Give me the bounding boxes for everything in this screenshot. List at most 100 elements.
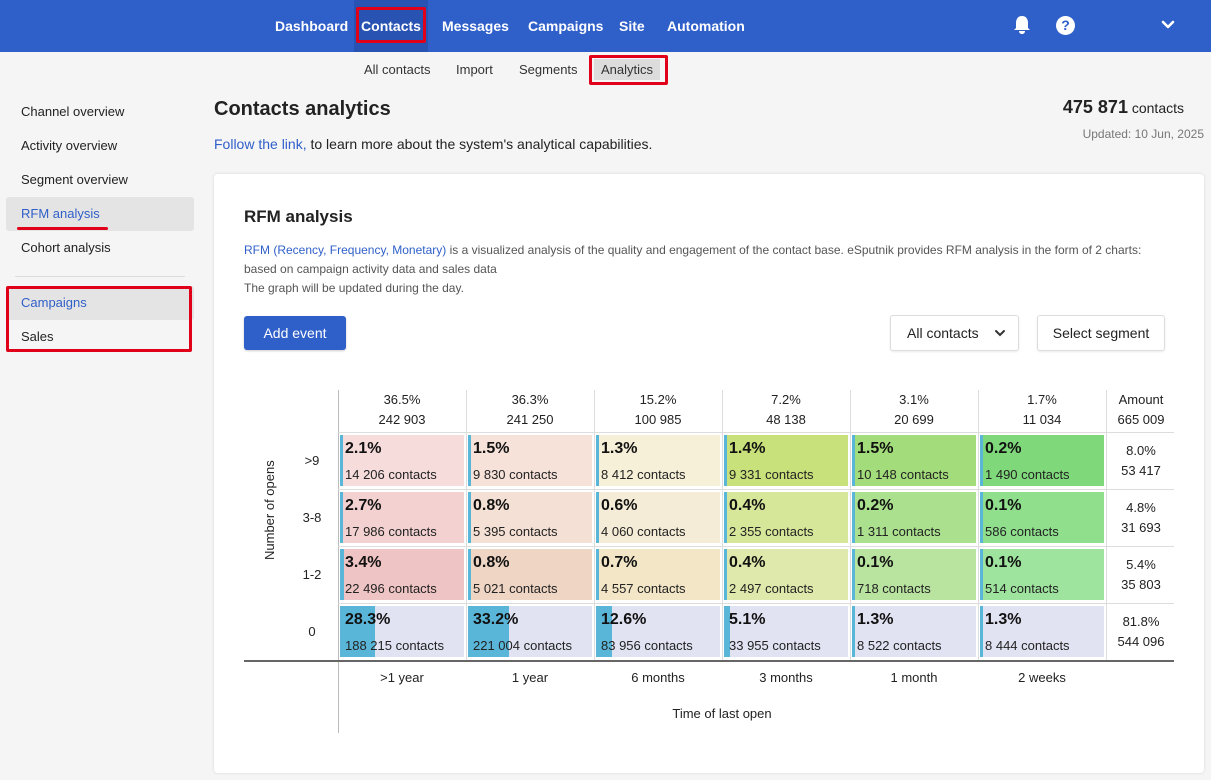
sidebar-item-cohort-analysis[interactable]: Cohort analysis — [21, 240, 111, 255]
heatmap-cell[interactable]: 0.7% 4 557 contacts — [596, 549, 720, 600]
rfm-desc-link[interactable]: RFM (Recency, Frequency, Monetary) — [244, 243, 447, 257]
cell-percent: 0.1% — [857, 554, 894, 571]
heatmap-cell[interactable]: 2.1% 14 206 contacts — [340, 435, 464, 486]
cell-share-bar — [468, 492, 471, 543]
updated-timestamp: Updated: 10 Jun, 2025 — [1082, 127, 1204, 141]
select-segment-button[interactable]: Select segment — [1037, 315, 1165, 351]
heatmap-cell[interactable]: 0.6% 4 060 contacts — [596, 492, 720, 543]
grid-row-line-1 — [338, 489, 1174, 490]
sidebar-item-segment-overview[interactable]: Segment overview — [21, 172, 128, 187]
heatmap-cell[interactable]: 28.3% 188 215 contacts — [340, 606, 464, 657]
heatmap-cell[interactable]: 1.3% 8 444 contacts — [980, 606, 1104, 657]
column-header: 36.3% 241 250 — [466, 390, 594, 430]
heatmap-cell[interactable]: 5.1% 33 955 contacts — [724, 606, 848, 657]
rfm-desc-text: is a visualized analysis of the quality … — [244, 243, 1142, 276]
heatmap-cell[interactable]: 1.5% 10 148 contacts — [852, 435, 976, 486]
cell-percent: 0.1% — [985, 554, 1022, 571]
contacts-filter-select[interactable]: All contacts — [890, 315, 1019, 351]
column-header-pct: 3.1% — [899, 392, 929, 407]
heatmap-cell[interactable]: 1.3% 8 522 contacts — [852, 606, 976, 657]
x-axis-label: Time of last open — [672, 706, 772, 721]
sidebar-item-rfm-highlight — [6, 197, 194, 231]
nav-site[interactable]: Site — [619, 18, 645, 34]
sidebar-item-channel-overview[interactable]: Channel overview — [21, 104, 125, 119]
heatmap-cell[interactable]: 0.8% 5 021 contacts — [468, 549, 592, 600]
cell-contacts: 1 311 contacts — [857, 524, 941, 539]
cell-share-bar — [340, 606, 375, 657]
follow-link[interactable]: Follow the link, — [214, 136, 307, 152]
sidebar-item-activity-overview[interactable]: Activity overview — [21, 138, 118, 153]
heatmap-cell[interactable]: 0.1% 718 contacts — [852, 549, 976, 600]
heatmap-cell[interactable]: 0.2% 1 490 contacts — [980, 435, 1104, 486]
cell-share-bar — [596, 606, 612, 657]
nav-dashboard[interactable]: Dashboard — [275, 18, 349, 34]
heatmap-cell[interactable]: 1.5% 9 830 contacts — [468, 435, 592, 486]
subnav-segments[interactable]: Segments — [519, 62, 578, 77]
cell-share-bar — [724, 492, 727, 543]
heatmap-cell[interactable]: 0.4% 2 355 contacts — [724, 492, 848, 543]
add-event-button[interactable]: Add event — [244, 316, 346, 350]
heatmap-cell[interactable]: 0.1% 586 contacts — [980, 492, 1104, 543]
heatmap-cell[interactable]: 2.7% 17 986 contacts — [340, 492, 464, 543]
subnav-all-contacts[interactable]: All contacts — [364, 62, 431, 77]
amount-header-value: 665 009 — [1117, 412, 1165, 427]
row-amount-count: 31 693 — [1121, 520, 1161, 535]
heatmap-cell[interactable]: 3.4% 22 496 contacts — [340, 549, 464, 600]
column-header: 1.7% 11 034 — [978, 390, 1106, 430]
column-header-count: 242 903 — [378, 412, 426, 427]
cell-contacts: 10 148 contacts — [857, 467, 949, 482]
cell-percent: 33.2% — [473, 611, 519, 628]
heatmap-cell[interactable]: 0.4% 2 497 contacts — [724, 549, 848, 600]
sidebar-item-campaigns-highlight — [6, 286, 194, 320]
row-amount-count: 35 803 — [1121, 577, 1161, 592]
subnav-import[interactable]: Import — [456, 62, 493, 77]
cell-percent: 1.5% — [857, 440, 894, 457]
cell-share-bar — [340, 549, 344, 600]
row-amount: 81.8% 544 096 — [1108, 612, 1174, 652]
row-amount-count: 544 096 — [1117, 634, 1165, 649]
heatmap-cell[interactable]: 0.2% 1 311 contacts — [852, 492, 976, 543]
cell-share-bar — [724, 549, 727, 600]
cell-percent: 0.4% — [729, 497, 766, 514]
nav-campaigns[interactable]: Campaigns — [528, 18, 604, 34]
cell-share-bar — [340, 435, 343, 486]
cell-contacts: 718 contacts — [857, 581, 931, 596]
cell-percent: 1.3% — [857, 611, 894, 628]
heatmap-cell[interactable]: 1.3% 8 412 contacts — [596, 435, 720, 486]
subnav-analytics[interactable]: Analytics — [594, 59, 661, 80]
help-icon[interactable]: ? — [1056, 16, 1075, 35]
x-tick-label: 1 month — [890, 670, 938, 685]
amount-header: Amount 665 009 — [1108, 390, 1174, 430]
cell-share-bar — [724, 435, 727, 486]
row-amount-pct: 4.8% — [1126, 500, 1156, 515]
row-label: 3-8 — [302, 510, 322, 525]
row-amount: 4.8% 31 693 — [1108, 498, 1174, 538]
cell-percent: 0.7% — [601, 554, 638, 571]
cell-percent: 2.7% — [345, 497, 382, 514]
bell-icon[interactable] — [1013, 15, 1031, 35]
cell-contacts: 4 060 contacts — [601, 524, 686, 539]
nav-contacts[interactable]: Contacts — [354, 0, 428, 52]
heatmap-cell[interactable]: 0.1% 514 contacts — [980, 549, 1104, 600]
cell-share-bar — [468, 435, 471, 486]
column-header: 3.1% 20 699 — [850, 390, 978, 430]
chevron-down-icon[interactable] — [1160, 17, 1176, 33]
heatmap-cell[interactable]: 33.2% 221 004 contacts — [468, 606, 592, 657]
sidebar-item-campaigns[interactable]: Campaigns — [21, 295, 87, 310]
sidebar-item-rfm-analysis[interactable]: RFM analysis — [21, 206, 100, 221]
cell-share-bar — [980, 492, 983, 543]
heatmap-cell[interactable]: 1.4% 9 331 contacts — [724, 435, 848, 486]
rfm-underline-annotation — [17, 227, 108, 230]
row-label: 0 — [308, 624, 316, 639]
rfm-card-title: RFM analysis — [244, 207, 353, 226]
cell-percent: 1.4% — [729, 440, 766, 457]
cell-percent: 2.1% — [345, 440, 382, 457]
grid-col-sep-3 — [722, 390, 723, 660]
row-amount-pct: 81.8% — [1122, 614, 1160, 629]
sidebar-item-sales[interactable]: Sales — [21, 329, 54, 344]
nav-messages[interactable]: Messages — [442, 18, 509, 34]
nav-automation[interactable]: Automation — [667, 18, 745, 34]
heatmap-cell[interactable]: 0.8% 5 395 contacts — [468, 492, 592, 543]
heatmap-cell[interactable]: 12.6% 83 956 contacts — [596, 606, 720, 657]
cell-share-bar — [852, 435, 855, 486]
